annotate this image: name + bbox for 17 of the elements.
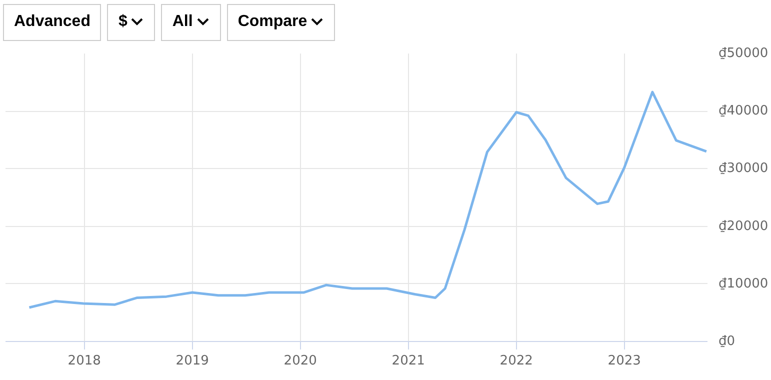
x-tick-label: 2018 — [68, 353, 101, 368]
text: Compare — [238, 12, 308, 32]
y-tick-label: ₫40000 — [718, 103, 768, 118]
y-tick-label: ₫50000 — [718, 46, 768, 61]
y-tick-label: ₫20000 — [718, 218, 768, 234]
y-tick-label: ₫30000 — [718, 161, 768, 176]
text: All — [172, 12, 193, 32]
x-tick-label: 2020 — [284, 353, 317, 368]
y-tick-label: ₫10000 — [718, 276, 768, 292]
x-tick-label: 2021 — [392, 353, 425, 368]
x-tick-label: 2019 — [176, 353, 209, 368]
y-tick-label: ₫0 — [718, 334, 736, 349]
line-series — [28, 90, 708, 309]
x-tick-label: 2023 — [608, 353, 641, 368]
text: $ — [118, 12, 128, 32]
text: Advanced — [14, 12, 90, 32]
x-tick-label: 2022 — [500, 353, 533, 368]
